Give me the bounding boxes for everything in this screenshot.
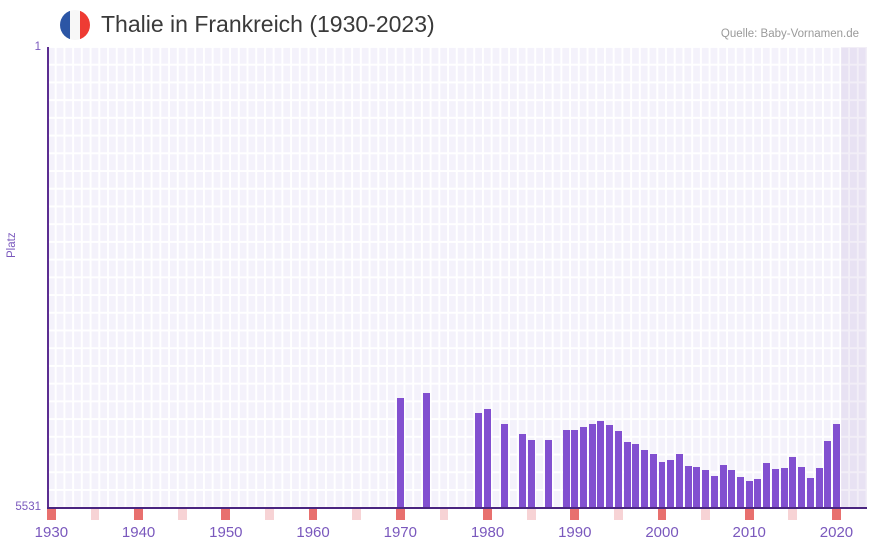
bar-series [47, 47, 867, 508]
bar [580, 427, 587, 508]
bar [806, 477, 814, 508]
bar [475, 412, 483, 508]
x-axis-tick-major [832, 509, 841, 520]
bar [623, 442, 631, 508]
bar [702, 470, 710, 508]
bar [780, 467, 788, 508]
x-axis-label: 1990 [558, 524, 592, 541]
x-axis-label: 1950 [209, 524, 243, 541]
x-axis-tick-minor [526, 509, 536, 520]
bar [518, 433, 526, 508]
bar [832, 423, 840, 508]
x-axis-label: 1970 [383, 524, 417, 541]
bar [606, 425, 614, 508]
bar [763, 462, 771, 508]
bar [798, 467, 806, 508]
bar [719, 465, 727, 508]
bar [693, 467, 701, 508]
x-axis-label: 2000 [645, 524, 679, 541]
x-axis-label: 1960 [296, 524, 330, 541]
bar [545, 440, 553, 508]
bar [684, 466, 692, 508]
bar [484, 408, 491, 508]
y-axis-tick-top: 1 [34, 41, 41, 53]
x-axis-label: 1980 [470, 524, 505, 541]
bar [396, 397, 404, 508]
bar [527, 440, 535, 508]
x-axis-label: 2010 [732, 524, 766, 541]
x-axis-tick-major [744, 509, 754, 520]
bar [588, 423, 596, 508]
x-axis-tick-major [134, 509, 143, 520]
plot-area [47, 47, 867, 508]
x-axis-tick-major [221, 509, 231, 520]
y-axis-labels: 1 5531 [0, 0, 47, 552]
bar [815, 467, 823, 508]
x-axis-tick-minor [177, 509, 187, 520]
bar [562, 430, 570, 508]
x-axis-tick-minor [701, 509, 710, 520]
bar [658, 462, 666, 508]
x-axis-label: 1930 [34, 524, 69, 541]
x-axis-tick-minor [265, 509, 274, 520]
bar [614, 431, 622, 508]
bar [771, 468, 779, 508]
chart-title: Thalie in Frankreich (1930-2023) [101, 11, 435, 37]
x-axis-label: 1940 [121, 524, 156, 541]
x-axis-tick-major [570, 509, 580, 520]
bar [641, 450, 649, 508]
bar [649, 453, 657, 508]
bar [501, 423, 509, 508]
x-axis-tick-minor [614, 509, 623, 520]
y-axis-tick-bottom: 5531 [15, 501, 41, 513]
french-flag-icon [60, 10, 90, 40]
x-axis-tick-major [395, 509, 405, 520]
x-axis-tick-marks [47, 509, 867, 520]
chart-header: Thalie in Frankreich (1930-2023) Quelle:… [0, 0, 873, 44]
bar [675, 453, 683, 508]
x-axis-tick-major [308, 509, 318, 520]
bar [745, 481, 753, 508]
x-axis-line [47, 507, 867, 509]
bar [422, 392, 430, 508]
x-axis-labels: 1930 1940 1950 1960 1970 1980 1990 2000 2010 2020 [35, 524, 867, 546]
x-axis-tick-minor [439, 509, 449, 520]
bar [571, 429, 579, 508]
bar [710, 476, 718, 508]
bar [789, 457, 797, 508]
bar [737, 477, 744, 508]
y-axis-line [47, 47, 49, 508]
x-axis-tick-minor [90, 509, 100, 520]
bar [728, 470, 736, 508]
bar [632, 443, 640, 508]
x-axis-tick-minor [352, 509, 362, 520]
bar [667, 460, 675, 508]
chart-source: Quelle: Baby-Vornamen.de [720, 28, 859, 40]
y-axis-title: Platz [6, 232, 18, 258]
x-axis-label: 2020 [819, 524, 854, 541]
x-axis-tick-major [47, 509, 56, 520]
bar [824, 441, 832, 508]
bar [597, 421, 605, 508]
grid-lines [47, 47, 867, 508]
shaded-future-region [840, 47, 867, 508]
bar [754, 478, 762, 508]
x-axis-tick-major [657, 509, 667, 520]
x-axis-tick-major [483, 509, 492, 520]
x-axis-tick-minor [788, 509, 798, 520]
